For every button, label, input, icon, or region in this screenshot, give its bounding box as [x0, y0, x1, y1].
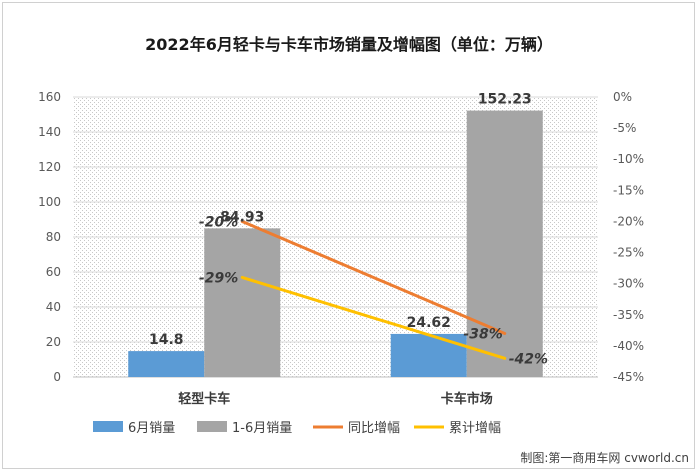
line-value-label: -29%	[199, 270, 238, 286]
legend-label-2: 1-6月销量	[232, 421, 292, 436]
bar-value-label: 14.8	[149, 332, 184, 348]
right-tick-label: -25%	[613, 246, 644, 260]
lines	[240, 219, 507, 360]
left-tick-label: 120	[38, 160, 61, 174]
line-value-label: -42%	[509, 351, 548, 367]
legend-label-3: 同比增幅	[348, 421, 400, 436]
left-tick-label: 80	[46, 230, 61, 244]
right-tick-label: -35%	[613, 308, 644, 322]
category-labels: 轻型卡车 卡车市场	[178, 391, 493, 407]
right-tick-label: -40%	[613, 339, 644, 353]
right-tick-label: -30%	[613, 277, 644, 291]
right-axis-ticks: 0% -5% -10% -15% -20% -25% -30% -35% -40% -45%	[613, 90, 644, 384]
legend-swatch-2	[197, 421, 227, 432]
bars	[128, 110, 543, 377]
bar-1-1	[128, 351, 205, 377]
line-2	[240, 275, 507, 360]
legend-label-4: 累计增幅	[449, 421, 501, 436]
legend-swatch-1	[93, 421, 123, 432]
right-tick-label: -20%	[613, 214, 644, 228]
legend: 6月销量 1-6月销量 同比增幅 累计增幅	[93, 421, 501, 436]
bar-value-label: 152.23	[478, 92, 532, 108]
credit-text: 制图:第一商用车网 cvworld.cn	[520, 450, 689, 465]
bar-value-label: 24.62	[407, 315, 451, 331]
right-tick-label: -10%	[613, 152, 644, 166]
left-tick-label: 160	[38, 90, 61, 104]
left-tick-label: 20	[46, 335, 61, 349]
line-value-label: -38%	[463, 326, 502, 342]
left-tick-label: 100	[38, 195, 61, 209]
right-tick-label: -15%	[613, 183, 644, 197]
line-value-label: -20%	[199, 214, 238, 230]
data-labels: 14.8 84.93 24.62 152.23 -20% -38% -29% -42%	[149, 92, 548, 368]
right-tick-label: -5%	[613, 121, 636, 135]
right-tick-label: -45%	[613, 370, 644, 384]
bar-value-label: 84.93	[220, 209, 264, 225]
legend-label-1: 6月销量	[128, 421, 175, 436]
left-tick-label: 60	[46, 265, 61, 279]
line-1	[240, 219, 507, 335]
left-tick-label: 40	[46, 300, 61, 314]
category-label: 卡车市场	[441, 391, 493, 407]
left-tick-label: 140	[38, 125, 61, 139]
right-tick-label: 0%	[613, 90, 632, 104]
bar-2-1	[204, 228, 281, 377]
bar-1-2	[390, 333, 467, 377]
left-axis-ticks: 0 20 40 60 80 100 120 140 160	[38, 90, 61, 384]
chart-title: 2022年6月轻卡与卡车市场销量及增幅图（单位：万辆）	[145, 35, 553, 54]
left-tick-label: 0	[53, 370, 61, 384]
category-label: 轻型卡车	[178, 391, 230, 407]
